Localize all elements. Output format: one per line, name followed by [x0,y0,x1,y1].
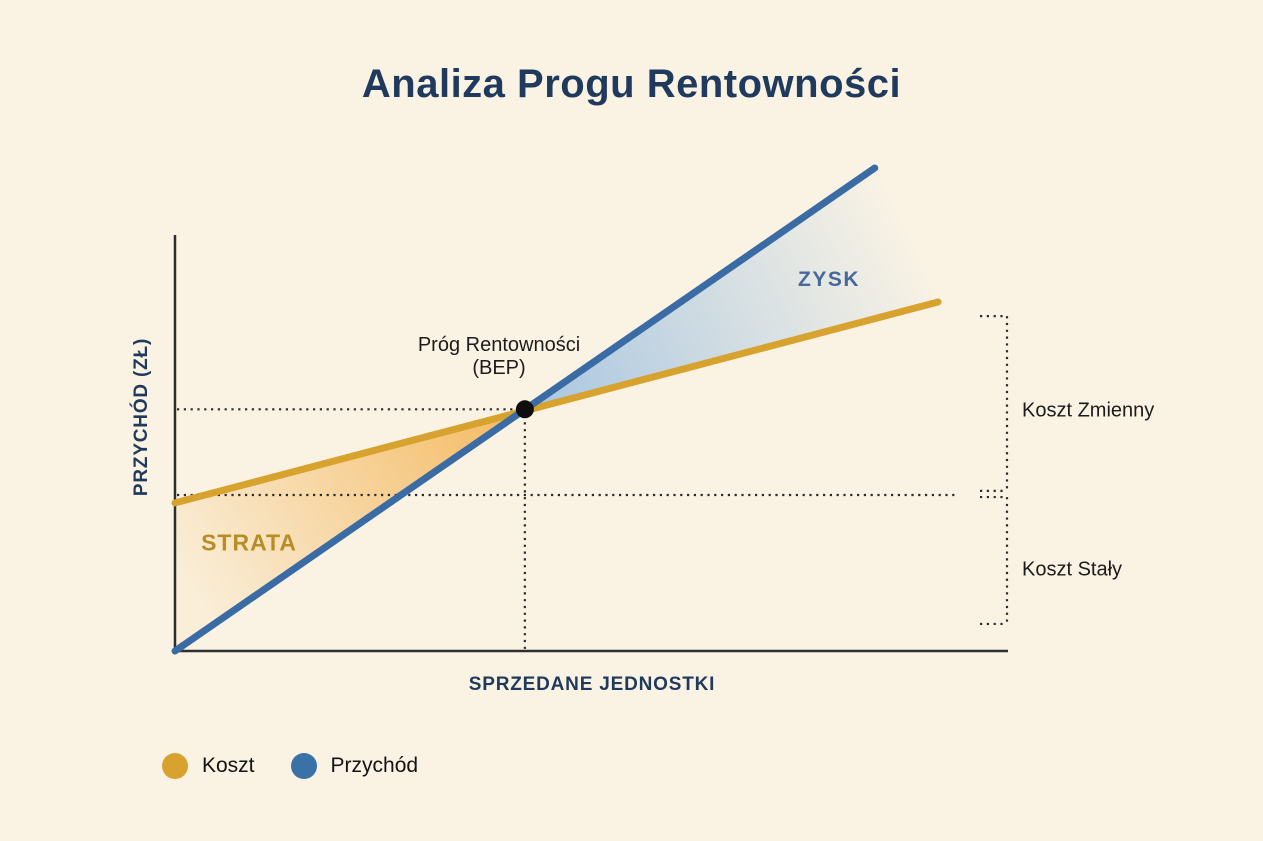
break-even-point-label: Próg Rentowności (BEP) [417,334,581,379]
fixed-cost-label: Koszt Stały [1022,558,1123,581]
cost-legend-label: Koszt [202,754,255,777]
revenue-legend-label: Przychód [330,754,419,777]
variable-cost-label: Koszt Zmienny [1022,399,1155,422]
legend-item-revenue: Przychód [290,753,419,779]
revenue-legend-dot-icon [290,753,317,779]
bep-marker [515,400,534,419]
loss-region-label: STRATA [201,529,297,556]
variable-cost-bracket [980,315,1009,492]
x-axis-label: SPRZEDANE JEDNOSTKI [468,674,716,695]
profit-area [524,168,939,410]
cost-legend-dot-icon [162,753,188,779]
chart-legend: Koszt Przychód [162,753,418,779]
page-title: Analiza Progu Rentowności [361,62,902,106]
profit-region-label: ZYSK [797,268,861,291]
fixed-cost-bracket [980,495,1009,626]
legend-item-cost: Koszt [162,753,255,779]
y-axis-label: PRZYCHÓD (ZŁ) [131,337,152,497]
cost-line [171,298,942,507]
